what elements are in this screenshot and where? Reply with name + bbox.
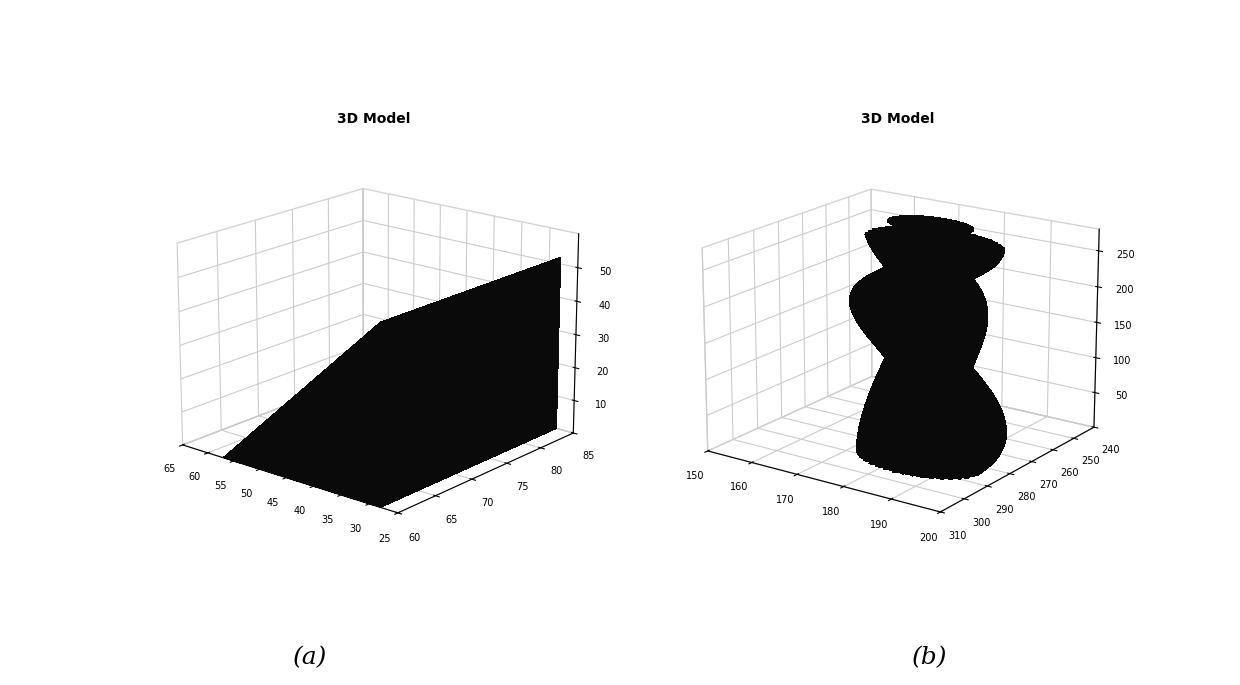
Text: (b): (b) bbox=[913, 647, 947, 669]
Title: 3D Model: 3D Model bbox=[337, 112, 410, 126]
Title: 3D Model: 3D Model bbox=[861, 112, 934, 126]
Text: (a): (a) bbox=[293, 647, 327, 669]
